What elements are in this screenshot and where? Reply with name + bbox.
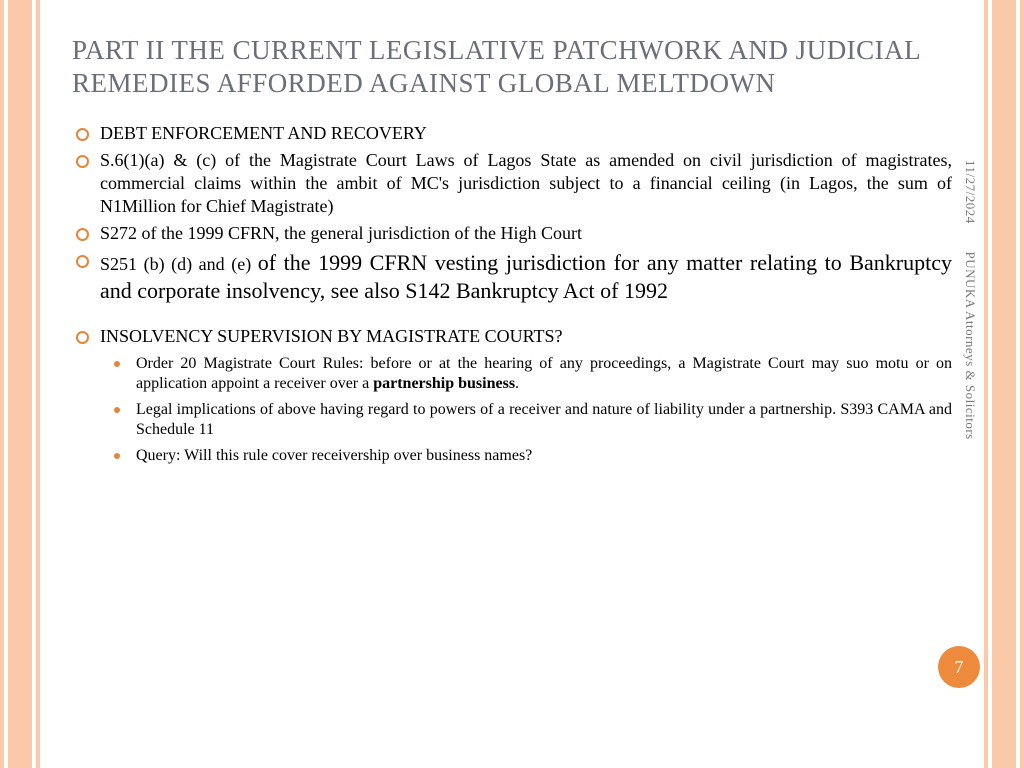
sub-list-item: Order 20 Magistrate Court Rules: before … bbox=[112, 354, 952, 394]
slide-content: PART II THE CURRENT LEGISLATIVE PATCHWOR… bbox=[72, 34, 952, 748]
sub-bullet-list: Order 20 Magistrate Court Rules: before … bbox=[112, 354, 952, 466]
list-item: S.6(1)(a) & (c) of the Magistrate Court … bbox=[72, 149, 952, 218]
list-item: DEBT ENFORCEMENT AND RECOVERY bbox=[72, 122, 952, 145]
list-item: S272 of the 1999 CFRN, the general juris… bbox=[72, 222, 952, 245]
page-number-badge: 7 bbox=[938, 646, 980, 688]
slide-title: PART II THE CURRENT LEGISLATIVE PATCHWOR… bbox=[72, 34, 952, 100]
sub-list-item: Legal implications of above having regar… bbox=[112, 400, 952, 440]
page-number: 7 bbox=[955, 657, 964, 678]
list-item: S251 (b) (d) and (e) of the 1999 CFRN ve… bbox=[72, 249, 952, 305]
side-metadata: 11/27/2024 PUNUKA Attorneys & Solicitors bbox=[958, 160, 978, 440]
slide-date: 11/27/2024 bbox=[962, 160, 978, 224]
slide-org: PUNUKA Attorneys & Solicitors bbox=[963, 252, 978, 440]
main-bullet-list: DEBT ENFORCEMENT AND RECOVERY S.6(1)(a) &… bbox=[72, 122, 952, 467]
sub-list-item: Query: Will this rule cover receivership… bbox=[112, 446, 952, 466]
list-item: INSOLVENCY SUPERVISION BY MAGISTRATE COU… bbox=[72, 325, 952, 466]
